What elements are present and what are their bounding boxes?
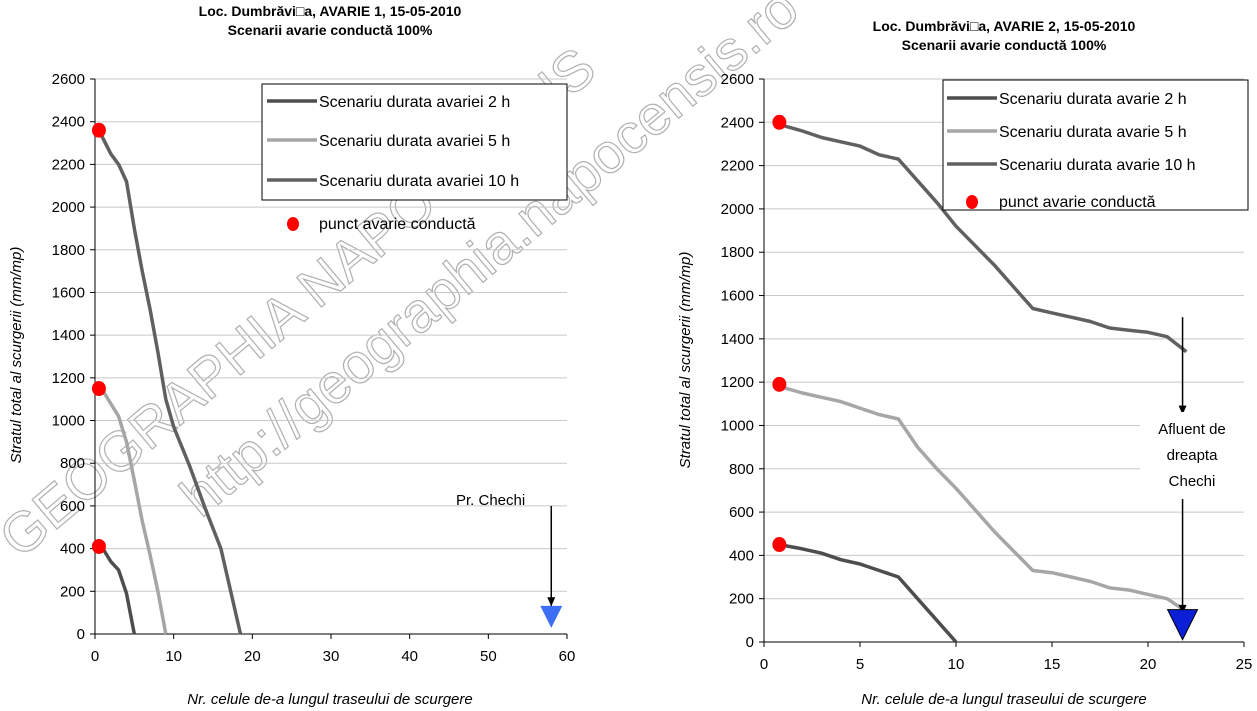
chart2-xtick-label: 15 <box>1044 656 1061 673</box>
chart1-series-line-2 <box>98 386 168 635</box>
chart2-annotation-line2: dreapta <box>1167 447 1219 464</box>
chart2-annotation-bg <box>1140 412 1244 494</box>
chart2-legend-label-10h: Scenariu durata avarie 10 h <box>999 157 1196 174</box>
chart2-legend-label-2h: Scenariu durata avarie 2 h <box>999 91 1187 108</box>
chart1-ytick-label: 400 <box>60 541 85 558</box>
chart1-legend: Scenariu durata avariei 2 h Scenariu dur… <box>261 83 568 233</box>
chart1-xtick-label: 60 <box>559 648 576 665</box>
chart2-annotation-arrow-top-head <box>1178 405 1187 415</box>
chart1-ytick-label: 1000 <box>52 413 85 430</box>
chart2-series-line-1 <box>779 542 958 644</box>
chart2-ytick-label: 600 <box>729 504 754 521</box>
chart2-ytick-label: 1600 <box>721 288 754 305</box>
chart2-annotation-line3: Chechi <box>1169 473 1216 490</box>
chart1-series-line-1 <box>98 544 137 635</box>
chart2-xtick-label: 10 <box>948 656 965 673</box>
chart1-ytick-label: 1800 <box>52 242 85 259</box>
chart2-ytick-label: 1200 <box>721 374 754 391</box>
chart2-series-line-3 <box>778 122 1188 354</box>
chart2-ytick-label: 1800 <box>721 244 754 261</box>
chart1-ytick-label: 1200 <box>52 370 85 387</box>
chart2-xtick-label: 20 <box>1140 656 1157 673</box>
chart2-ytick-label: 2400 <box>721 114 754 131</box>
chart1-ylabel: Stratul total al scurgerii (mm/mp) <box>8 247 25 464</box>
chart2-ytick-label: 2600 <box>721 71 754 88</box>
chart2-title: Loc. Dumbrăvi□a, AVARIE 2, 15-05-2010 <box>873 18 1136 34</box>
chart2-confluence-marker <box>1166 609 1199 641</box>
chart2-subtitle: Scenarii avarie conductă 100% <box>902 37 1107 53</box>
chart1-xtick-label: 0 <box>91 648 99 665</box>
chart2-ytick-label: 400 <box>729 547 754 564</box>
chart2-xtick-label: 25 <box>1236 656 1253 673</box>
chart2-failure-point-marker <box>772 114 787 130</box>
chart2-xtick-label: 0 <box>760 656 768 673</box>
chart1-subtitle: Scenarii avarie conductă 100% <box>228 22 433 38</box>
chart1-legend-label-10h: Scenariu durata avariei 10 h <box>319 173 519 190</box>
chart1-ytick-label: 1600 <box>52 284 85 301</box>
chart2-ylabel: Stratul total al scurgerii (mm/mp) <box>677 252 694 469</box>
chart1-legend-label-marker: punct avarie conductă <box>319 216 476 233</box>
chart2-legend-marker <box>966 195 978 209</box>
chart1-legend-label-2h: Scenariu durata avariei 2 h <box>319 94 510 111</box>
chart1-annotation-arrow-head <box>547 597 556 607</box>
chart2-ytick-label: 2200 <box>721 158 754 175</box>
chart1-legend-marker <box>287 217 299 231</box>
chart1-ytick-label: 800 <box>60 455 85 472</box>
chart1-title: Loc. Dumbrăvi□a, AVARIE 1, 15-05-2010 <box>199 3 462 19</box>
chart1-ytick-label: 2600 <box>52 71 85 88</box>
chart2-ytick-label: 1400 <box>721 331 754 348</box>
chart1-ytick-label: 0 <box>77 626 85 643</box>
chart2-ytick-label: 1000 <box>721 417 754 434</box>
chart1-ytick-label: 600 <box>60 498 85 515</box>
chart2-legend-label-5h: Scenariu durata avarie 5 h <box>999 124 1187 141</box>
chart1-ytick-label: 2400 <box>52 114 85 131</box>
chart1-legend-label-5h: Scenariu durata avariei 5 h <box>319 133 510 150</box>
chart2-legend-box <box>942 79 1249 211</box>
chart1-confluence-marker <box>540 605 563 628</box>
chart-avarie-2: Loc. Dumbrăvi□a, AVARIE 2, 15-05-2010 Sc… <box>677 18 1252 708</box>
chart2-failure-point-marker <box>772 537 787 553</box>
chart2-ytick-label: 800 <box>729 461 754 478</box>
chart1-failure-point-marker <box>91 122 106 138</box>
chart2-xtick-label: 5 <box>856 656 864 673</box>
chart1-series-line-3 <box>97 129 243 635</box>
chart2-ytick-label: 2000 <box>721 201 754 218</box>
chart2-legend: Scenariu durata avarie 2 h Scenariu dura… <box>942 79 1249 211</box>
chart2-legend-label-marker: punct avarie conductă <box>999 194 1156 211</box>
chart1-failure-point-marker <box>91 381 106 397</box>
chart1-xtick-label: 20 <box>244 648 261 665</box>
chart2-failure-point-marker <box>772 376 787 392</box>
chart1-ytick-label: 2000 <box>52 199 85 216</box>
chart1-ytick-label: 200 <box>60 583 85 600</box>
chart1-xtick-label: 50 <box>480 648 497 665</box>
chart1-xlabel: Nr. celule de-a lungul traseului de scur… <box>187 691 472 708</box>
chart1-ytick-label: 2200 <box>52 156 85 173</box>
chart1-xtick-label: 40 <box>401 648 418 665</box>
chart2-ytick-label: 0 <box>746 634 754 651</box>
chart2-series-line-2 <box>778 384 1188 614</box>
chart1-xtick-label: 10 <box>165 648 182 665</box>
chart1-annotation-label: Pr. Chechi <box>456 492 525 509</box>
chart-avarie-1: Loc. Dumbrăvi□a, AVARIE 1, 15-05-2010 Sc… <box>8 3 575 708</box>
chart1-failure-point-marker <box>91 538 106 554</box>
chart1-xtick-label: 30 <box>323 648 340 665</box>
chart1-ytick-label: 1400 <box>52 327 85 344</box>
chart2-annotation-line1: Afluent de <box>1158 421 1226 438</box>
chart2-xlabel: Nr. celule de-a lungul traseului de scur… <box>861 691 1146 708</box>
chart2-annotation: Afluent de dreapta Chechi <box>1140 412 1244 494</box>
chart2-ytick-label: 200 <box>729 591 754 608</box>
